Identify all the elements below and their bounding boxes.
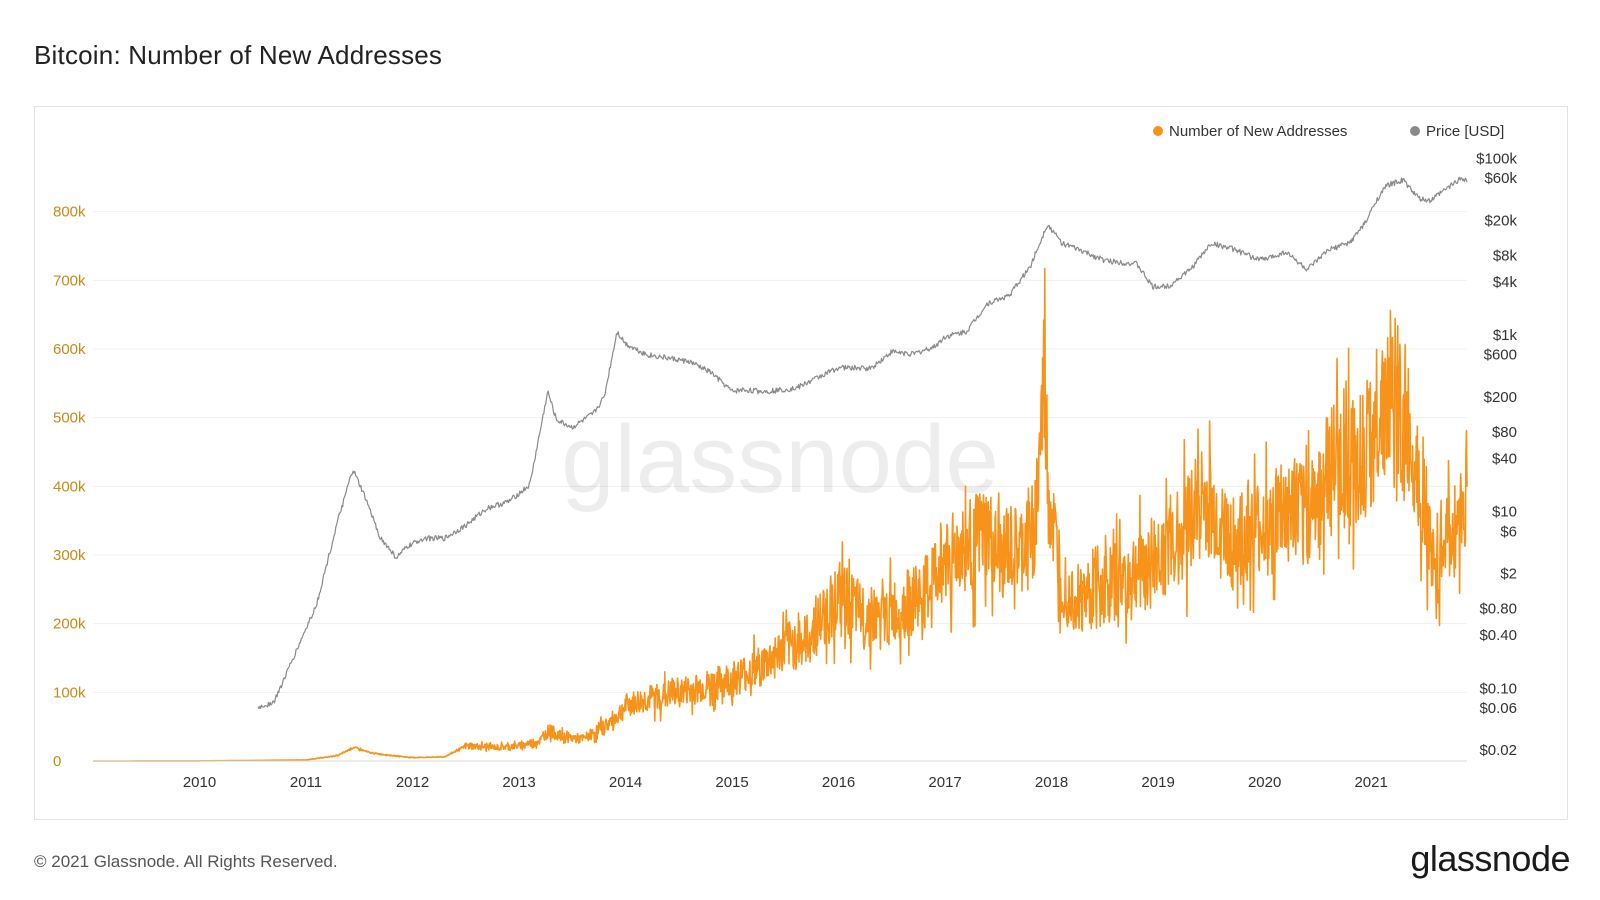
right-axis-tick-label: $0.02 <box>1479 742 1517 759</box>
legend-price-label[interactable]: Price [USD] <box>1426 123 1504 140</box>
right-axis-tick-label: $60k <box>1484 170 1517 187</box>
x-axis-tick-label: 2019 <box>1141 774 1174 791</box>
chart-area[interactable]: glassnode 0 100k 200k 300k 400k 500k 600k 700k 8… <box>35 107 1569 821</box>
footer-logo: glassnode <box>1410 838 1570 879</box>
legend-addresses-dot <box>1153 126 1163 136</box>
x-axis-tick-label: 2011 <box>290 774 322 791</box>
right-axis-tick-label: $200 <box>1484 389 1517 406</box>
legend-price-dot <box>1410 126 1420 136</box>
page-title: Bitcoin: Number of New Addresses <box>34 40 443 70</box>
right-axis-tick-label: $600 <box>1484 347 1517 364</box>
right-axis-tick-label: $80 <box>1492 424 1517 441</box>
right-axis-tick-label: $0.40 <box>1479 627 1517 644</box>
left-axis-tick-label: 500k <box>53 410 86 427</box>
x-axis-tick-label: 2014 <box>609 774 642 791</box>
legend[interactable]: Number of New Addresses Price [USD] <box>1153 123 1504 140</box>
right-axis-tick-label: $10 <box>1492 504 1517 521</box>
left-axis-tick-label: 700k <box>53 272 86 289</box>
left-axis-tick-label: 0 <box>53 753 61 770</box>
axis-layer: 0 100k 200k 300k 400k 500k 600k 700k 800k 2010 201… <box>53 151 1517 791</box>
grid-layer <box>93 211 1467 762</box>
left-axis-tick-label: 100k <box>53 684 86 701</box>
x-axis-tick-label: 2015 <box>715 774 748 791</box>
legend-addresses-label[interactable]: Number of New Addresses <box>1169 123 1347 140</box>
right-axis-tick-label: $0.06 <box>1479 700 1517 717</box>
x-axis-tick-label: 2016 <box>822 774 855 791</box>
right-axis-tick-label: $8k <box>1493 247 1518 264</box>
right-axis-tick-label: $0.10 <box>1479 680 1517 697</box>
right-axis-tick-label: $20k <box>1484 212 1517 229</box>
x-axis-tick-label: 2018 <box>1035 774 1068 791</box>
watermark-text: glassnode <box>561 406 999 513</box>
right-axis-tick-label: $2 <box>1500 565 1517 582</box>
right-axis-tick-label: $40 <box>1492 451 1517 468</box>
series-layer <box>92 176 1468 762</box>
right-axis-tick-label: $1k <box>1493 327 1518 344</box>
x-axis-tick-label: 2017 <box>928 774 961 791</box>
left-axis-tick-label: 800k <box>53 204 86 221</box>
right-axis-tick-label: $6 <box>1500 523 1517 540</box>
left-axis-tick-label: 300k <box>53 547 86 564</box>
right-axis-tick-label: $4k <box>1493 274 1518 291</box>
left-axis-tick-label: 400k <box>53 478 86 495</box>
x-axis-tick-label: 2013 <box>502 774 535 791</box>
x-axis-tick-label: 2012 <box>396 774 429 791</box>
left-axis-tick-label: 200k <box>53 616 86 633</box>
x-axis-tick-label: 2010 <box>183 774 216 791</box>
chart-frame: glassnode 0 100k 200k 300k 400k 500k 600k 700k 8… <box>34 106 1568 820</box>
series-line-new-addresses[interactable] <box>92 267 1468 762</box>
footer-copyright: © 2021 Glassnode. All Rights Reserved. <box>34 852 338 871</box>
series-line-price[interactable] <box>257 176 1468 710</box>
right-axis-tick-label: $0.80 <box>1479 601 1517 618</box>
left-axis-tick-label: 600k <box>53 341 86 358</box>
right-axis-tick-label: $100k <box>1476 151 1517 168</box>
x-axis-tick-label: 2021 <box>1354 774 1387 791</box>
x-axis-tick-label: 2020 <box>1248 774 1281 791</box>
